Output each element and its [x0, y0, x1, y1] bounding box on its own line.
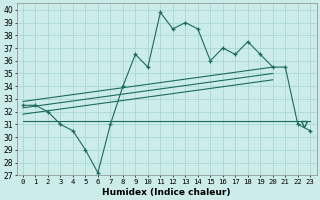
X-axis label: Humidex (Indice chaleur): Humidex (Indice chaleur): [102, 188, 231, 197]
